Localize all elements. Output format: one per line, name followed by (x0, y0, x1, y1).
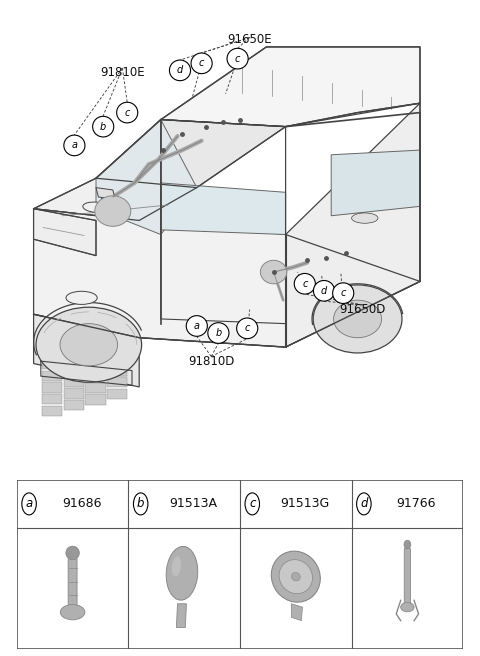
FancyBboxPatch shape (85, 382, 106, 393)
Circle shape (64, 135, 85, 155)
Polygon shape (34, 209, 286, 347)
Polygon shape (176, 604, 186, 627)
Ellipse shape (334, 300, 382, 338)
Polygon shape (34, 178, 197, 220)
Circle shape (333, 283, 354, 304)
Ellipse shape (83, 202, 109, 213)
Text: c: c (124, 108, 130, 117)
Ellipse shape (313, 285, 402, 353)
Polygon shape (96, 119, 286, 188)
Circle shape (117, 102, 138, 123)
Ellipse shape (172, 556, 181, 577)
Ellipse shape (351, 213, 378, 223)
FancyBboxPatch shape (42, 394, 62, 404)
Ellipse shape (271, 551, 320, 602)
FancyBboxPatch shape (85, 394, 106, 405)
Circle shape (169, 60, 191, 81)
Ellipse shape (60, 323, 118, 366)
Ellipse shape (401, 602, 414, 612)
FancyBboxPatch shape (85, 348, 106, 358)
FancyBboxPatch shape (107, 377, 127, 388)
FancyBboxPatch shape (85, 359, 106, 369)
Polygon shape (291, 604, 302, 621)
Text: c: c (249, 497, 255, 510)
Ellipse shape (291, 573, 300, 581)
Text: c: c (235, 54, 240, 64)
Polygon shape (161, 47, 420, 127)
Circle shape (357, 493, 371, 515)
Circle shape (227, 49, 248, 69)
Polygon shape (34, 314, 139, 387)
Circle shape (313, 281, 335, 301)
Text: 91810D: 91810D (188, 355, 234, 367)
FancyBboxPatch shape (107, 354, 127, 364)
Ellipse shape (36, 307, 142, 382)
FancyBboxPatch shape (68, 558, 77, 612)
Circle shape (186, 316, 207, 337)
Text: a: a (72, 140, 77, 150)
Ellipse shape (66, 291, 97, 304)
Polygon shape (34, 209, 96, 256)
Text: 91513A: 91513A (169, 497, 217, 510)
FancyBboxPatch shape (42, 371, 62, 381)
Ellipse shape (60, 605, 85, 620)
Polygon shape (286, 103, 420, 347)
Ellipse shape (166, 546, 198, 600)
Ellipse shape (279, 560, 312, 594)
FancyBboxPatch shape (64, 388, 84, 399)
Circle shape (22, 493, 36, 515)
FancyBboxPatch shape (64, 377, 84, 387)
FancyBboxPatch shape (107, 389, 127, 399)
Circle shape (191, 53, 212, 73)
Text: d: d (177, 66, 183, 75)
FancyBboxPatch shape (42, 382, 62, 392)
Text: 91686: 91686 (62, 497, 101, 510)
Text: c: c (302, 279, 308, 289)
FancyBboxPatch shape (85, 371, 106, 381)
FancyBboxPatch shape (64, 353, 84, 363)
Text: 91650E: 91650E (228, 33, 272, 47)
Text: a: a (194, 321, 200, 331)
FancyBboxPatch shape (42, 359, 62, 369)
Polygon shape (96, 119, 197, 234)
FancyBboxPatch shape (64, 365, 84, 375)
Circle shape (133, 493, 148, 515)
Polygon shape (96, 188, 115, 199)
Text: 91513G: 91513G (280, 497, 329, 510)
Circle shape (237, 318, 258, 338)
Text: d: d (321, 286, 327, 296)
FancyBboxPatch shape (107, 365, 127, 376)
FancyBboxPatch shape (404, 548, 410, 609)
Text: b: b (137, 497, 144, 510)
Circle shape (294, 274, 315, 294)
Polygon shape (331, 150, 420, 216)
Circle shape (245, 493, 260, 515)
Text: c: c (199, 58, 204, 68)
Text: b: b (215, 328, 222, 338)
Ellipse shape (404, 541, 411, 548)
Text: b: b (100, 121, 107, 132)
Circle shape (93, 116, 114, 137)
Ellipse shape (95, 196, 131, 226)
Polygon shape (161, 183, 286, 234)
Circle shape (208, 323, 229, 343)
Text: 91766: 91766 (396, 497, 436, 510)
Ellipse shape (260, 260, 287, 284)
Ellipse shape (66, 546, 79, 560)
Text: 91810E: 91810E (100, 66, 144, 79)
Text: 91650D: 91650D (339, 303, 385, 316)
FancyBboxPatch shape (42, 405, 62, 416)
Text: c: c (244, 323, 250, 333)
Text: c: c (340, 288, 346, 298)
FancyBboxPatch shape (107, 342, 127, 352)
Text: a: a (25, 497, 33, 510)
FancyBboxPatch shape (64, 400, 84, 411)
Text: d: d (360, 497, 368, 510)
